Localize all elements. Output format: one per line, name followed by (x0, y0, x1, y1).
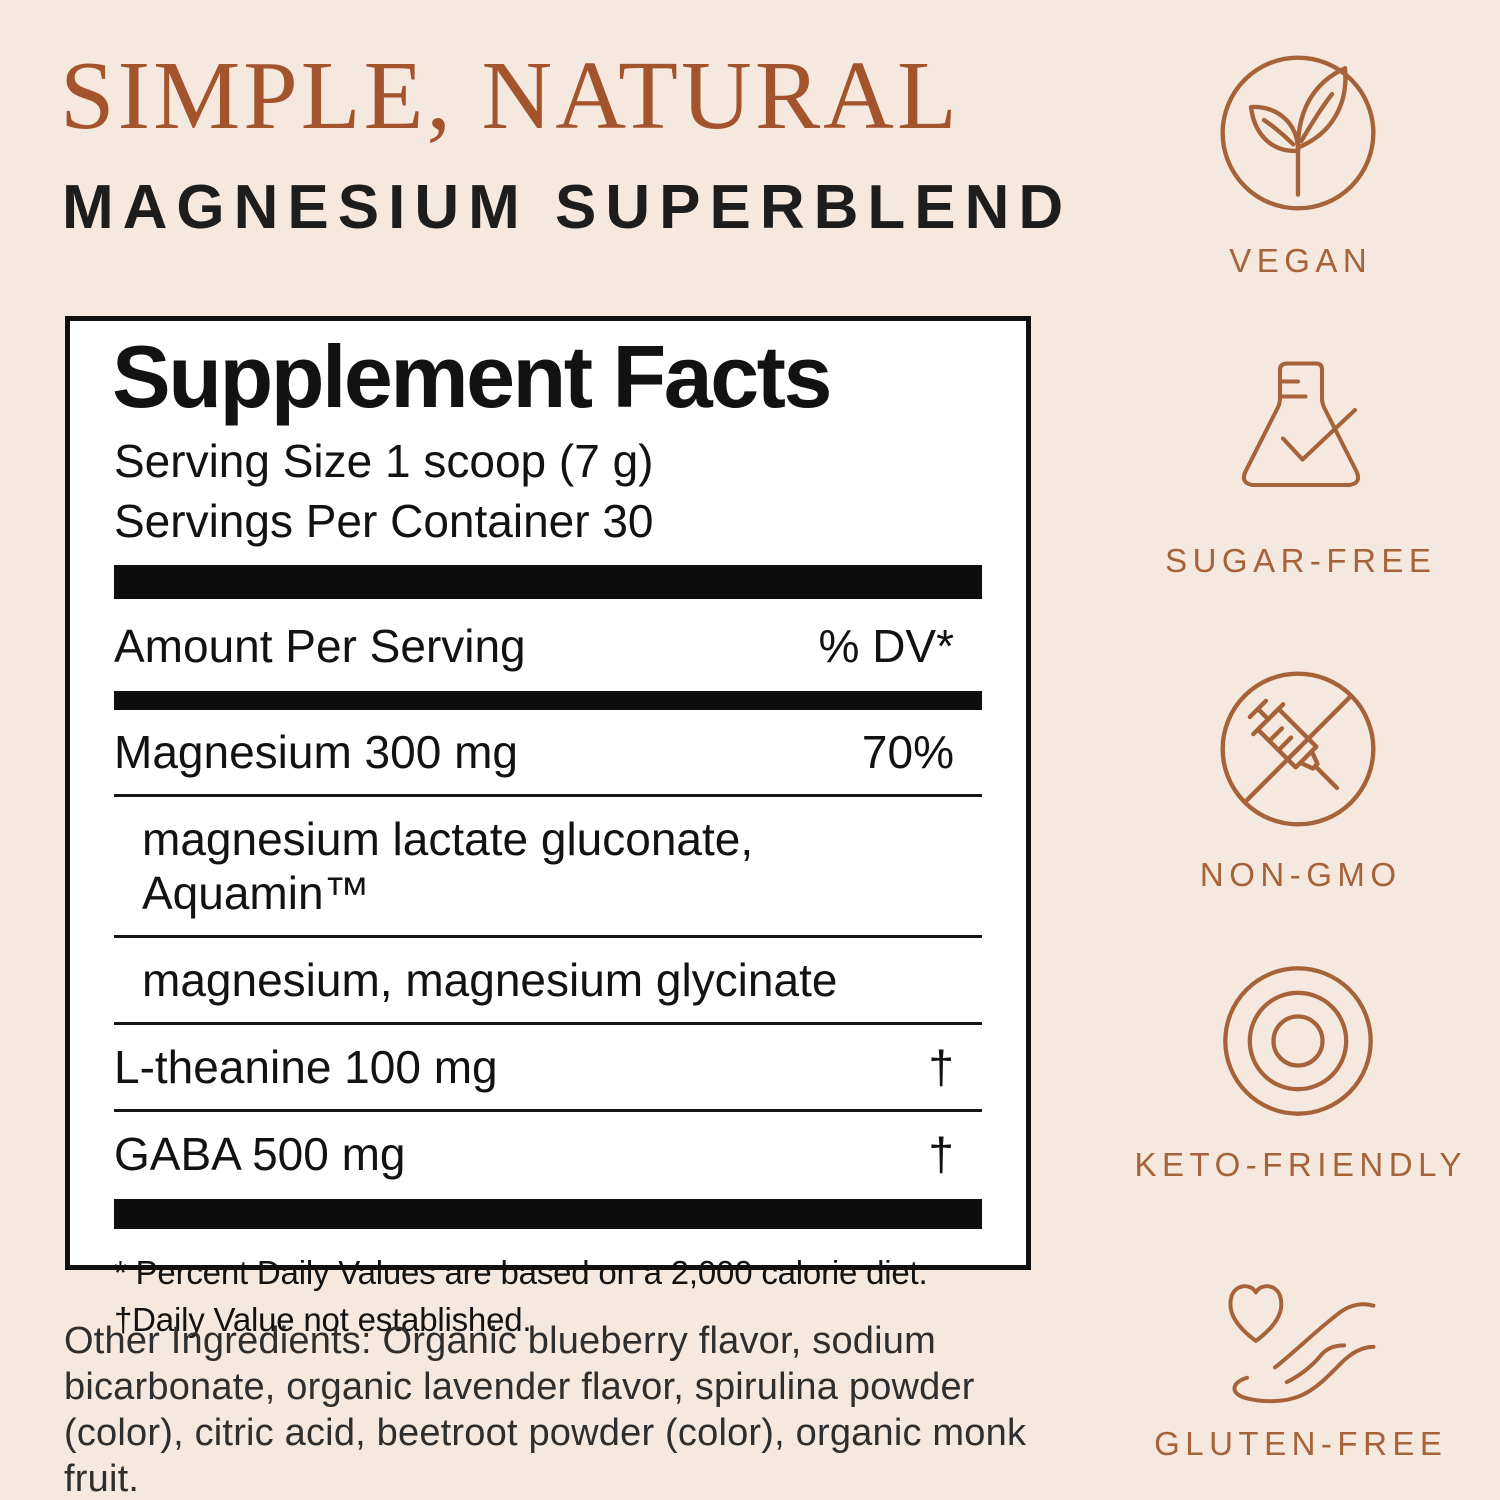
badge-label: NON-GMO (1199, 856, 1402, 893)
amount-per-serving-header: Amount Per Serving (114, 620, 526, 673)
badge-gluten-free: GLUTEN-FREE (1112, 1266, 1484, 1463)
ingredient-name: GABA 500 mg (114, 1128, 406, 1181)
badge-label: VEGAN (1229, 242, 1373, 279)
badge-sugar-free: SUGAR-FREE (1112, 356, 1484, 580)
divider-bar (114, 565, 982, 600)
ingredient-name: L-theanine 100 mg (114, 1041, 498, 1094)
badge-label: GLUTEN-FREE (1154, 1425, 1448, 1462)
ingredient-name: magnesium, magnesium glycinate (142, 954, 838, 1007)
target-rings-icon (1223, 966, 1373, 1116)
divider-bar (114, 1199, 982, 1230)
ingredient-dv: † (928, 1041, 954, 1094)
page-title: SIMPLE, NATURAL (60, 42, 960, 150)
badge-keto-friendly: KETO-FRIENDLY (1112, 962, 1484, 1184)
ingredient-row: GABA 500 mg † (114, 1112, 982, 1199)
footnotes: * Percent Daily Values are based on a 2,… (114, 1249, 982, 1343)
servings-per-container-line: Servings Per Container 30 (114, 495, 654, 548)
badge-vegan: VEGAN (1112, 52, 1484, 280)
supplement-facts-title: Supplement Facts (112, 327, 832, 426)
heart-in-hand-icon (1227, 1284, 1375, 1404)
crossed-syringe-icon (1220, 671, 1376, 827)
supplement-facts-panel: Supplement Facts Serving Size 1 scoop (7… (65, 316, 1031, 1338)
ingredient-row: magnesium, magnesium glycinate (114, 938, 982, 1026)
other-ingredients-text: Other Ingredients: Organic blueberry fla… (64, 1320, 1027, 1500)
flask-check-icon (1241, 361, 1361, 488)
footnote-dv-not-established: †Daily Value not established. (114, 1301, 532, 1339)
badge-label: SUGAR-FREE (1165, 542, 1437, 579)
ingredient-row: Magnesium 300 mg 70% (114, 710, 982, 798)
badge-label: KETO-FRIENDLY (1134, 1146, 1467, 1183)
ingredient-name: magnesium lactate gluconate, Aquamin™ (142, 813, 754, 920)
ingredient-row: L-theanine 100 mg † (114, 1025, 982, 1113)
percent-dv-header: % DV* (818, 620, 954, 673)
ingredient-dv: 70% (861, 726, 954, 779)
sprout-leaves-icon (1220, 55, 1376, 211)
ingredient-dv: † (928, 1128, 954, 1181)
divider-bar (114, 691, 982, 711)
column-header-row: Amount Per Serving % DV* (114, 599, 982, 691)
ingredient-row: magnesium lactate gluconate, Aquamin™ (114, 797, 982, 939)
ingredient-name: Magnesium 300 mg (114, 726, 518, 779)
serving-size-line: Serving Size 1 scoop (7 g) (114, 435, 654, 488)
footnote-daily-values: * Percent Daily Values are based on a 2,… (114, 1254, 928, 1292)
page-subtitle: MAGNESIUM SUPERBLEND (62, 173, 1073, 242)
badge-non-gmo: NON-GMO (1112, 668, 1484, 894)
